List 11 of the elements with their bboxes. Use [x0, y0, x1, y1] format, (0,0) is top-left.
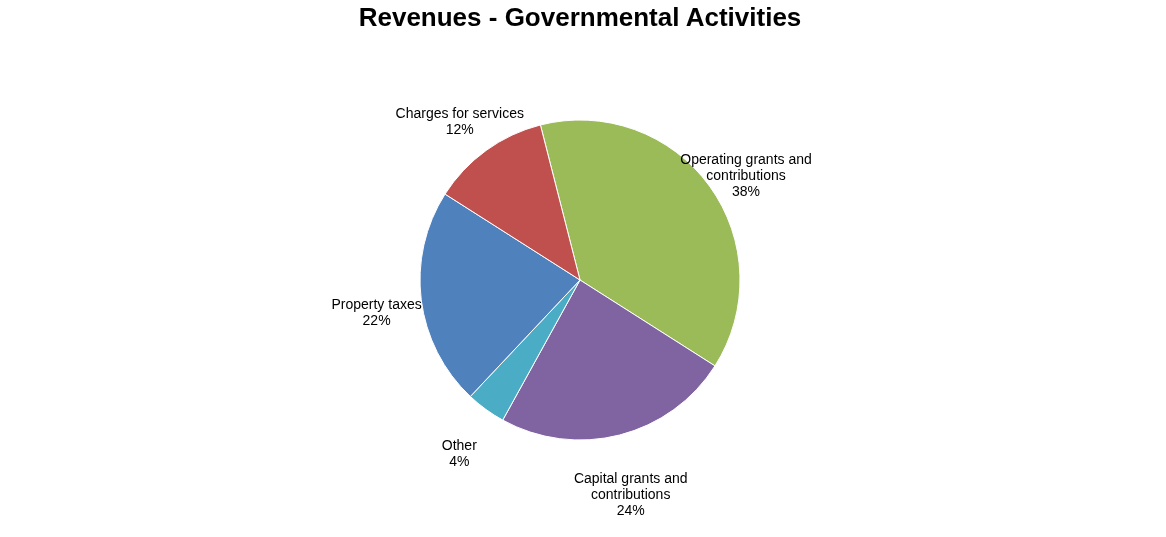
slice-label: Capital grants and contributions: [573, 469, 688, 502]
data-label: 12%: [445, 120, 474, 137]
slice-label: Operating grants and contributions: [680, 150, 812, 183]
slice-label: Other: [441, 436, 478, 453]
chart-title: Revenues - Governmental Activities: [358, 2, 802, 32]
slice-label: Charges for services: [395, 104, 524, 121]
data-label: 22%: [362, 312, 391, 329]
slice-label: Property taxes: [331, 296, 422, 313]
data-label: 24%: [616, 501, 645, 518]
data-label: 38%: [731, 182, 761, 199]
data-label: 4%: [449, 452, 470, 469]
